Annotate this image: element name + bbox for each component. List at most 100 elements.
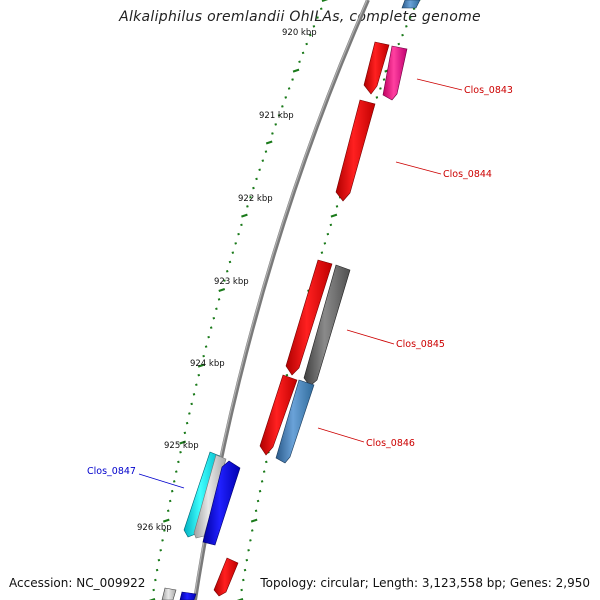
minor-tick — [249, 539, 252, 542]
map-title: Alkaliphilus oremlandii OhILAs, complete… — [119, 9, 481, 25]
minor-tick — [159, 548, 162, 552]
minor-tick — [197, 373, 201, 377]
minor-tick — [202, 354, 205, 358]
leader-clos-0845 — [346, 329, 395, 345]
minor-tick — [277, 114, 281, 117]
minor-tick — [401, 33, 404, 37]
gene-arrow-other[interactable] — [303, 264, 351, 387]
major-tick — [330, 213, 338, 218]
minor-tick — [301, 51, 305, 55]
major-tick — [218, 288, 226, 292]
minor-tick — [195, 383, 198, 386]
minor-tick — [319, 7, 323, 11]
minor-tick — [316, 16, 319, 19]
minor-tick — [312, 25, 316, 28]
minor-tick — [188, 412, 191, 415]
gene-arrow-light[interactable] — [193, 454, 227, 539]
minor-tick — [170, 489, 174, 493]
minor-tick — [154, 578, 157, 582]
gene-arrow-clos-0847[interactable] — [202, 460, 241, 546]
gene-arrow-clos-0846-red[interactable] — [259, 374, 298, 456]
gene-arrow-clos-0844[interactable] — [335, 99, 376, 202]
minor-tick — [212, 316, 216, 320]
minor-tick — [379, 87, 382, 90]
minor-tick — [217, 298, 221, 301]
gene-features — [161, 0, 421, 600]
minor-tick — [375, 96, 379, 99]
scale-label: 922 kbp — [238, 194, 273, 204]
minor-tick — [231, 251, 235, 254]
gene-arrow-bottom-red[interactable] — [213, 557, 239, 597]
minor-tick — [326, 232, 330, 236]
accession-text: Accession: NC_009922 — [9, 576, 146, 590]
leader-clos-0847 — [138, 473, 185, 489]
scale-label: 923 kbp — [214, 277, 249, 287]
minor-tick — [243, 568, 247, 572]
minor-tick — [254, 509, 258, 513]
major-tick — [265, 140, 273, 145]
major-tick — [250, 518, 258, 523]
scale-label: 926 kbp — [137, 523, 172, 533]
minor-tick — [228, 260, 232, 264]
gene-label-clos-0844[interactable]: Clos_0844 — [443, 169, 492, 180]
minor-tick — [240, 223, 243, 227]
minor-tick — [245, 558, 249, 562]
minor-tick — [250, 529, 254, 532]
gene-arrow-bottom-gray[interactable] — [161, 587, 177, 600]
minor-tick — [225, 270, 229, 273]
minor-tick — [323, 242, 327, 245]
minor-tick — [256, 499, 260, 503]
minor-tick — [255, 177, 258, 181]
gene-label-clos-0845[interactable]: Clos_0845 — [396, 339, 445, 350]
minor-tick — [152, 588, 155, 592]
gene-label-clos-0843[interactable]: Clos_0843 — [464, 85, 513, 96]
major-tick — [321, 0, 329, 2]
minor-tick — [298, 60, 301, 63]
scale-labels: 920 kbp 921 kbp 922 kbp 923 kbp 924 kbp … — [137, 28, 317, 533]
leader-clos-0843 — [416, 78, 463, 91]
minor-tick — [284, 96, 288, 99]
minor-tick — [397, 42, 401, 46]
gene-arrow-steelblue[interactable] — [401, 0, 421, 9]
scale-label: 925 kbp — [164, 441, 199, 451]
major-tick — [148, 598, 156, 600]
minor-tick — [258, 489, 262, 493]
minor-tick — [234, 242, 237, 245]
minor-tick — [261, 159, 265, 162]
minor-tick — [240, 588, 243, 592]
minor-tick — [247, 548, 250, 552]
minor-tick — [308, 33, 312, 37]
minor-tick — [242, 578, 245, 582]
major-tick — [162, 518, 170, 523]
major-tick — [197, 363, 205, 368]
minor-tick — [291, 78, 294, 81]
minor-tick — [183, 431, 187, 435]
gene-arrow-bottom-blue[interactable] — [179, 591, 197, 600]
minor-tick — [329, 223, 333, 227]
minor-tick — [287, 87, 291, 90]
gene-arrow-rna[interactable] — [382, 45, 408, 101]
minor-tick — [223, 279, 226, 282]
minor-tick — [175, 470, 178, 473]
gene-label-clos-0846[interactable]: Clos_0846 — [366, 438, 415, 449]
minor-tick — [163, 529, 166, 532]
minor-tick — [412, 7, 416, 11]
minor-tick — [274, 123, 277, 126]
gene-arrow-clos-0845[interactable] — [285, 259, 333, 376]
gene-label-clos-0847[interactable]: Clos_0847 — [87, 466, 136, 477]
scale-label: 921 kbp — [259, 111, 294, 121]
gene-arrow-clos-0843[interactable] — [363, 41, 390, 95]
minor-tick — [258, 168, 261, 172]
minor-tick — [281, 105, 284, 108]
minor-tick — [265, 460, 268, 464]
minor-tick — [161, 539, 164, 542]
minor-tick — [190, 402, 193, 406]
label-leaders — [138, 78, 463, 489]
gene-arrow-clos-0846[interactable] — [275, 379, 315, 464]
minor-tick — [405, 25, 408, 28]
leader-clos-0846 — [317, 427, 365, 443]
minor-tick — [271, 132, 274, 135]
minor-tick — [305, 42, 308, 46]
minor-tick — [262, 470, 266, 473]
